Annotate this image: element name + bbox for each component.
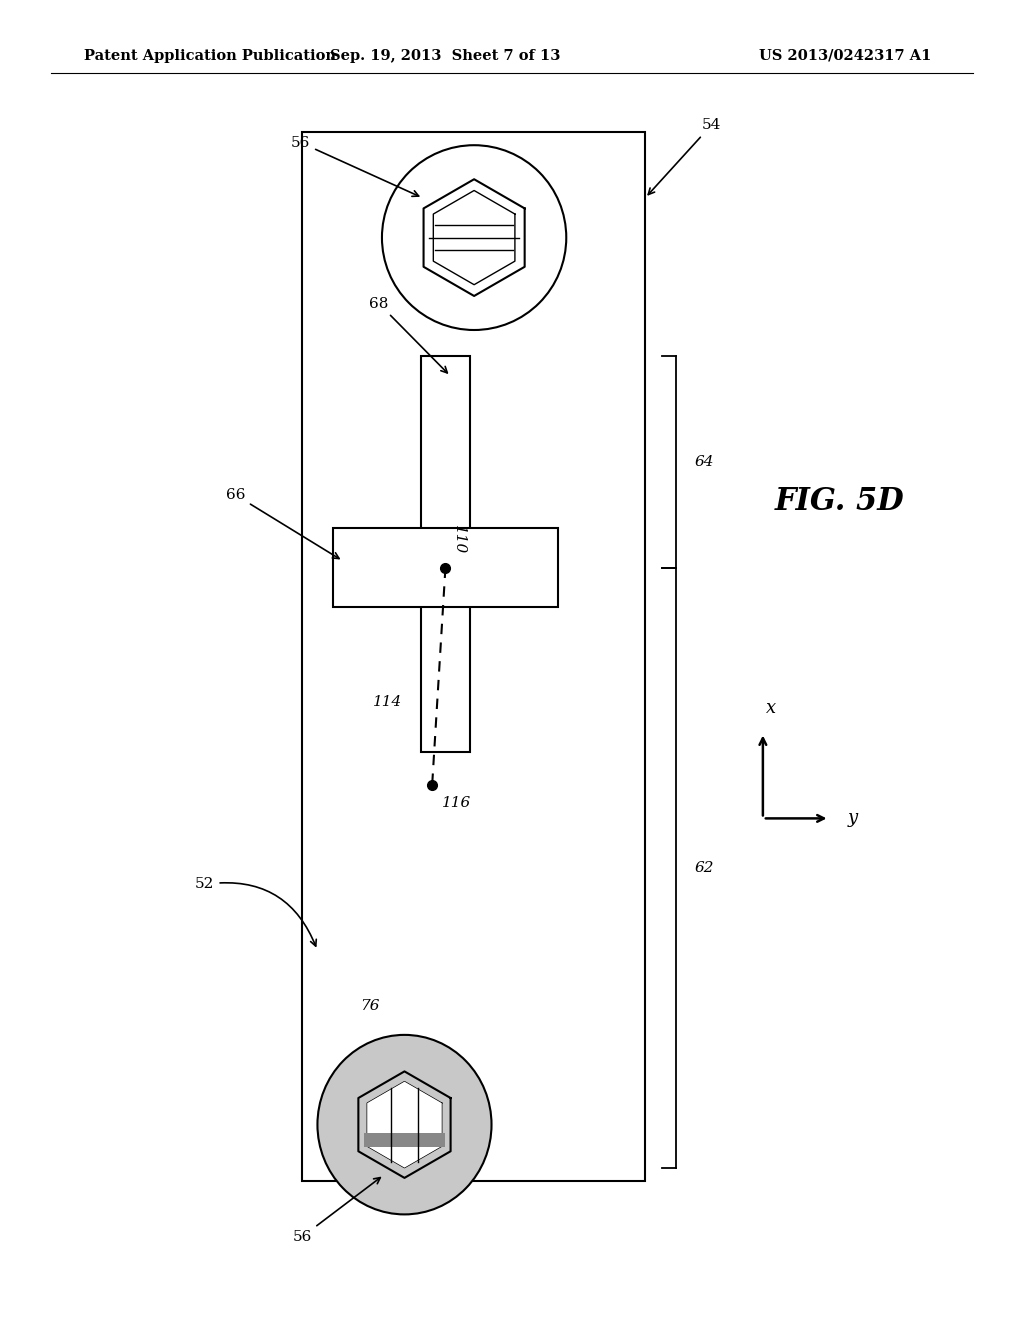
Text: Sep. 19, 2013  Sheet 7 of 13: Sep. 19, 2013 Sheet 7 of 13 <box>331 49 560 63</box>
Text: 56: 56 <box>293 1177 380 1243</box>
Ellipse shape <box>382 145 566 330</box>
Text: 116: 116 <box>442 796 472 810</box>
Text: 76: 76 <box>360 999 380 1012</box>
Bar <box>364 1133 445 1147</box>
Text: 68: 68 <box>370 297 447 372</box>
Text: 62: 62 <box>694 861 714 875</box>
Text: y: y <box>848 809 858 828</box>
Text: US 2013/0242317 A1: US 2013/0242317 A1 <box>760 49 932 63</box>
Bar <box>302 132 645 1181</box>
Text: 64: 64 <box>694 455 714 469</box>
Bar <box>421 356 470 752</box>
Text: 54: 54 <box>648 119 721 194</box>
Text: Patent Application Publication: Patent Application Publication <box>84 49 336 63</box>
Ellipse shape <box>317 1035 492 1214</box>
Text: 56: 56 <box>291 136 419 197</box>
Bar <box>333 528 558 607</box>
Text: 66: 66 <box>225 488 339 558</box>
Text: 110: 110 <box>452 525 466 554</box>
Polygon shape <box>368 1081 441 1168</box>
Text: 52: 52 <box>196 878 316 946</box>
Text: 114: 114 <box>373 694 402 709</box>
Text: x: x <box>766 698 776 717</box>
Text: FIG. 5D: FIG. 5D <box>775 486 904 517</box>
